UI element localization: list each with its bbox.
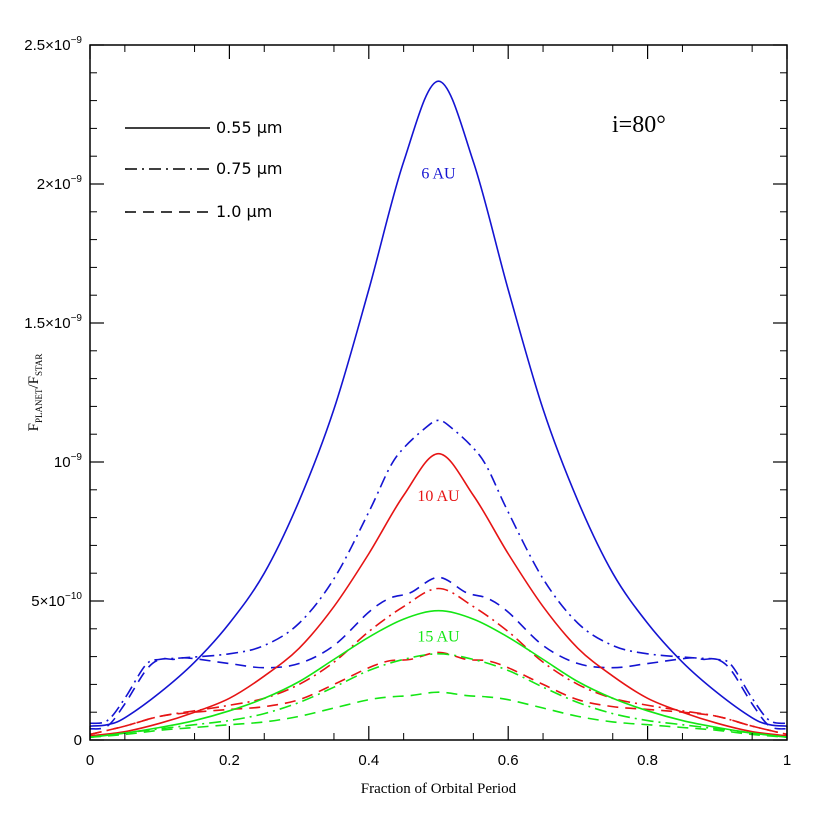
x-tick-label: 0.8: [637, 752, 658, 769]
y-tick-label: 2×10−9: [37, 174, 83, 193]
series-line-10au-solid: [89, 452, 788, 737]
y-axis-label: FPLANET/FSTAR: [26, 354, 44, 432]
labels-layer: 6 AU 10 AU 15 AU: [417, 165, 460, 645]
y-tick-label: 10−9: [54, 452, 83, 471]
series-line-6au-dashdot: [89, 419, 788, 725]
series-label-15au: 15 AU: [417, 628, 460, 645]
x-axis-label: Fraction of Orbital Period: [361, 781, 517, 797]
x-tick-label: 0.2: [219, 752, 240, 769]
legend-label-dashdot: 0.75 μm: [216, 159, 282, 178]
legend-label-dashed: 1.0 μm: [216, 202, 272, 221]
y-tick-label: 0: [74, 732, 82, 749]
y-axis-label-sub-planet: PLANET: [34, 388, 44, 423]
legend-label-solid: 0.55 μm: [216, 118, 282, 137]
series-line-10au-dashdot: [89, 587, 788, 736]
series-layer: [89, 80, 788, 739]
series-line-15au-solid: [89, 609, 788, 739]
plot-frame: [89, 44, 788, 741]
x-tick-label: 0: [86, 752, 94, 769]
y-axis-label-sep: /F: [26, 376, 42, 389]
series-line-15au-dashdot: [89, 653, 788, 739]
inclination-annotation: i=80°: [612, 112, 666, 138]
series-line-10au-dashed: [89, 651, 788, 736]
y-axis-label-main: F: [26, 423, 42, 431]
x-tick-label: 0.4: [358, 752, 379, 769]
y-axis-label-sub-star: STAR: [34, 354, 44, 376]
series-label-10au: 10 AU: [417, 488, 460, 505]
y-tick-label: 1.5×10−9: [24, 313, 82, 332]
y-tick-label: 5×10−10: [31, 591, 82, 610]
series-line-15au-dashed: [89, 691, 788, 739]
series-label-6au: 6 AU: [421, 165, 456, 182]
series-line-6au-dashed: [89, 576, 788, 730]
x-tick-label: 1: [783, 752, 791, 769]
series-line-6au-solid: [89, 80, 788, 727]
ticks-layer: 0 0.2 0.4 0.6 0.8 1 0 5×10−10 10−9 1.5×10−9 2×10−9…: [24, 35, 791, 769]
legend: 0.55 μm 0.75 μm 1.0 μm: [125, 118, 282, 221]
x-tick-label: 0.6: [498, 752, 519, 769]
y-tick-label: 2.5×10−9: [24, 35, 82, 54]
